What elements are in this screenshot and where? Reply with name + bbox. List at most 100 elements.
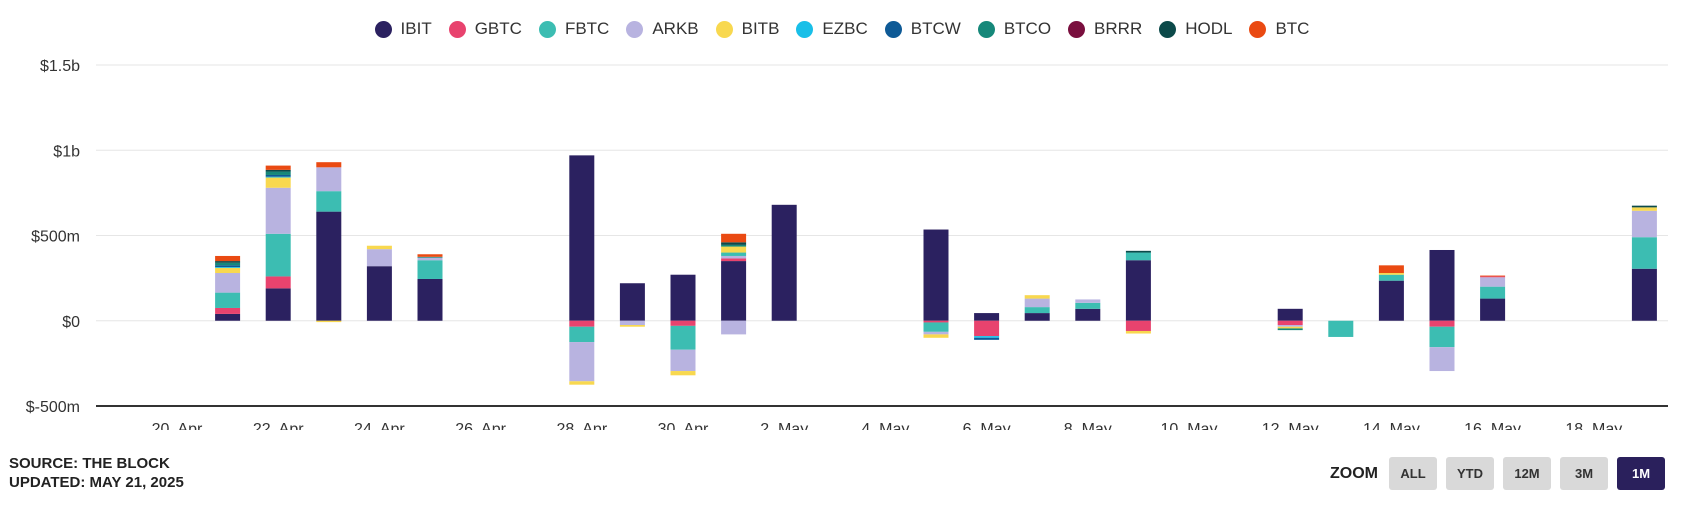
bar-segment-arkb[interactable] (1631, 210, 1657, 238)
bar-segment-arkb[interactable] (417, 257, 443, 261)
zoom-1m-button[interactable]: 1M (1617, 457, 1665, 490)
bar-segment-bitb[interactable] (265, 177, 291, 188)
bar-segment-gbtc[interactable] (1480, 276, 1506, 278)
bar-segment-fbtc[interactable] (1075, 302, 1101, 309)
legend-item-fbtc[interactable]: FBTC (538, 19, 609, 39)
bar-segment-ibit[interactable] (721, 261, 747, 321)
zoom-12m-button[interactable]: 12M (1503, 457, 1551, 490)
legend-item-gbtc[interactable]: GBTC (448, 19, 522, 39)
bar-segment-btc[interactable] (215, 255, 241, 262)
bar-segment-fbtc[interactable] (721, 252, 747, 256)
bar-segment-hodl[interactable] (1631, 205, 1657, 208)
bar-segment-arkb[interactable] (619, 320, 645, 326)
bar-segment-gbtc[interactable] (1125, 320, 1151, 331)
bar-segment-hodl[interactable] (1125, 250, 1151, 253)
bar-segment-ibit[interactable] (1125, 260, 1151, 321)
bar-segment-ibit[interactable] (1429, 249, 1455, 321)
bar-segment-fbtc[interactable] (923, 322, 949, 332)
bar-segment-bitb[interactable] (215, 267, 241, 274)
legend-item-btco[interactable]: BTCO (977, 19, 1051, 39)
bar-segment-bitb[interactable] (1277, 326, 1303, 329)
legend-item-ezbc[interactable]: EZBC (796, 19, 868, 39)
bar-segment-ibit[interactable] (1631, 268, 1657, 321)
bar-segment-btcw[interactable] (974, 337, 1000, 340)
bar-segment-fbtc[interactable] (569, 326, 595, 343)
bar-segment-bitb[interactable] (721, 246, 747, 253)
legend-item-brrr[interactable]: BRRR (1068, 19, 1142, 39)
bar-segment-ibit[interactable] (974, 313, 1000, 321)
bar-segment-gbtc[interactable] (1277, 320, 1303, 326)
bar-segment-gbtc[interactable] (569, 320, 595, 327)
bar-segment-fbtc[interactable] (1429, 326, 1455, 348)
bar-segment-ibit[interactable] (670, 274, 696, 321)
bar-segment-btco[interactable] (417, 256, 443, 258)
bar-segment-ezbc[interactable] (265, 176, 291, 178)
bar-segment-fbtc[interactable] (1631, 237, 1657, 269)
bar-segment-gbtc[interactable] (215, 307, 241, 314)
bar-segment-arkb[interactable] (215, 273, 241, 293)
bar-segment-arkb[interactable] (1277, 325, 1303, 327)
bar-segment-gbtc[interactable] (265, 276, 291, 289)
bar-segment-btc[interactable] (721, 233, 747, 243)
bar-segment-ezbc[interactable] (215, 267, 241, 268)
bar-segment-ibit[interactable] (1024, 313, 1050, 321)
bar-segment-btc[interactable] (1378, 265, 1404, 274)
bar-segment-ibit[interactable] (215, 313, 241, 321)
bar-segment-bitb[interactable] (619, 325, 645, 327)
bar-segment-arkb[interactable] (1429, 347, 1455, 372)
bar-segment-fbtc[interactable] (1378, 274, 1404, 281)
bar-segment-ibit[interactable] (1075, 308, 1101, 321)
bar-segment-btco[interactable] (1277, 328, 1303, 331)
bar-segment-ibit[interactable] (923, 229, 949, 321)
bar-segment-gbtc[interactable] (974, 320, 1000, 337)
legend-item-hodl[interactable]: HODL (1159, 19, 1232, 39)
bar-segment-btcw[interactable] (265, 174, 291, 177)
bar-segment-arkb[interactable] (1024, 298, 1050, 308)
zoom-ytd-button[interactable]: YTD (1446, 457, 1494, 490)
bar-segment-btco[interactable] (215, 262, 241, 266)
bar-segment-bitb[interactable] (1378, 273, 1404, 275)
bar-segment-arkb[interactable] (366, 249, 392, 267)
zoom-all-button[interactable]: ALL (1389, 457, 1437, 490)
bar-segment-ibit[interactable] (771, 204, 797, 321)
bar-segment-ibit[interactable] (265, 288, 291, 321)
bar-segment-arkb[interactable] (923, 331, 949, 335)
bar-segment-hodl[interactable] (215, 261, 241, 263)
bar-segment-ibit[interactable] (366, 266, 392, 321)
bar-segment-bitb[interactable] (1125, 330, 1151, 334)
bar-segment-bitb[interactable] (670, 371, 696, 376)
bar-segment-bitb[interactable] (1631, 207, 1657, 211)
bar-segment-arkb[interactable] (1480, 277, 1506, 287)
bar-segment-fbtc[interactable] (1024, 307, 1050, 314)
bar-segment-ibit[interactable] (619, 283, 645, 321)
bar-segment-bitb[interactable] (366, 245, 392, 250)
bar-segment-arkb[interactable] (721, 255, 747, 259)
legend-item-ibit[interactable]: IBIT (374, 19, 432, 39)
bar-segment-arkb[interactable] (721, 320, 747, 335)
bar-segment-btc[interactable] (417, 254, 443, 257)
bar-segment-ibit[interactable] (1480, 298, 1506, 321)
bar-segment-arkb[interactable] (670, 349, 696, 372)
bar-segment-fbtc[interactable] (265, 233, 291, 277)
bar-segment-hodl[interactable] (265, 169, 291, 172)
bar-segment-btc[interactable] (316, 162, 342, 168)
bar-segment-fbtc[interactable] (1125, 252, 1151, 261)
bar-segment-btc[interactable] (265, 165, 291, 170)
bar-segment-fbtc[interactable] (1328, 320, 1354, 337)
bar-segment-fbtc[interactable] (316, 191, 342, 212)
bar-segment-btco[interactable] (721, 244, 747, 247)
bar-segment-gbtc[interactable] (1429, 320, 1455, 327)
bar-segment-arkb[interactable] (265, 187, 291, 234)
bar-segment-bitb[interactable] (923, 334, 949, 338)
bar-segment-arkb[interactable] (569, 342, 595, 382)
bar-segment-bitb[interactable] (569, 381, 595, 385)
legend-item-bitb[interactable]: BITB (715, 19, 779, 39)
legend-item-btc[interactable]: BTC (1249, 19, 1309, 39)
bar-segment-gbtc[interactable] (721, 258, 747, 262)
bar-segment-fbtc[interactable] (1480, 286, 1506, 299)
legend-item-arkb[interactable]: ARKB (626, 19, 699, 39)
bar-segment-arkb[interactable] (316, 167, 342, 192)
bar-segment-ezbc[interactable] (974, 336, 1000, 338)
bar-segment-ibit[interactable] (1378, 280, 1404, 321)
bar-segment-fbtc[interactable] (670, 325, 696, 350)
